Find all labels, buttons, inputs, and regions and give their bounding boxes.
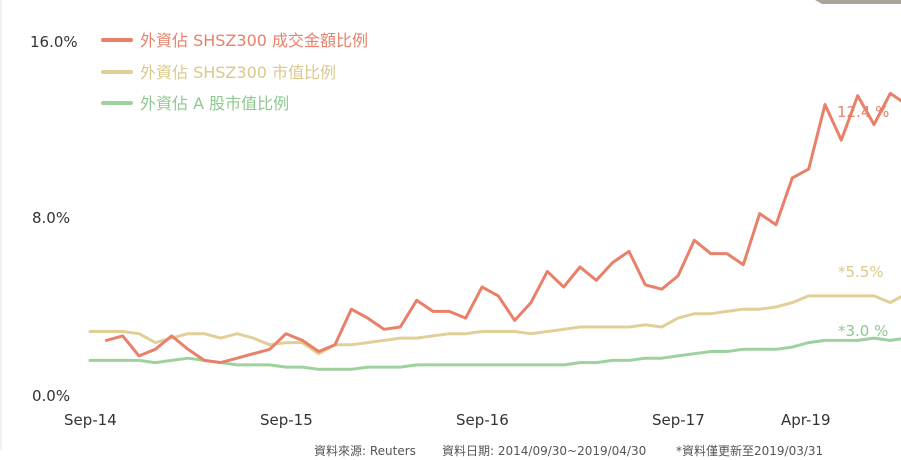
corner-decoration-left xyxy=(0,0,2,450)
corner-decoration-top-right xyxy=(815,0,901,4)
footer-date-range: 資料日期: 2014/09/30~2019/04/30 xyxy=(442,444,646,458)
legend-label-ashare: 外資佔 A 股市值比例 xyxy=(140,94,289,113)
end-label-turnover: 12.4 % xyxy=(837,103,889,121)
legend-label-turnover: 外資佔 SHSZ300 成交金額比例 xyxy=(140,31,368,50)
x-tick-label: Sep-17 xyxy=(652,411,705,429)
series-lines xyxy=(88,91,901,371)
legend: 外資佔 SHSZ300 成交金額比例 外資佔 SHSZ300 市值比例 外資佔 … xyxy=(101,31,368,113)
series-line-0 xyxy=(104,91,901,365)
end-label-mktcap: *5.5% xyxy=(838,263,884,281)
x-tick-label: Sep-15 xyxy=(260,411,313,429)
end-label-ashare: *3.0 % xyxy=(838,322,888,340)
series-line-1 xyxy=(88,294,901,356)
y-tick-label: 8.0% xyxy=(32,209,70,227)
x-tick-label: Apr-19 xyxy=(781,411,831,429)
x-tick-label: Sep-14 xyxy=(64,411,117,429)
y-tick-label: 16.0% xyxy=(30,33,78,51)
legend-label-mktcap: 外資佔 SHSZ300 市值比例 xyxy=(140,63,336,82)
footer-source: 資料來源: Reuters xyxy=(314,444,416,458)
y-tick-label: 0.0% xyxy=(32,387,70,405)
x-tick-label: Sep-16 xyxy=(456,411,509,429)
series-line-2 xyxy=(88,336,901,371)
footer-note: *資料僅更新至2019/03/31 xyxy=(676,443,823,458)
